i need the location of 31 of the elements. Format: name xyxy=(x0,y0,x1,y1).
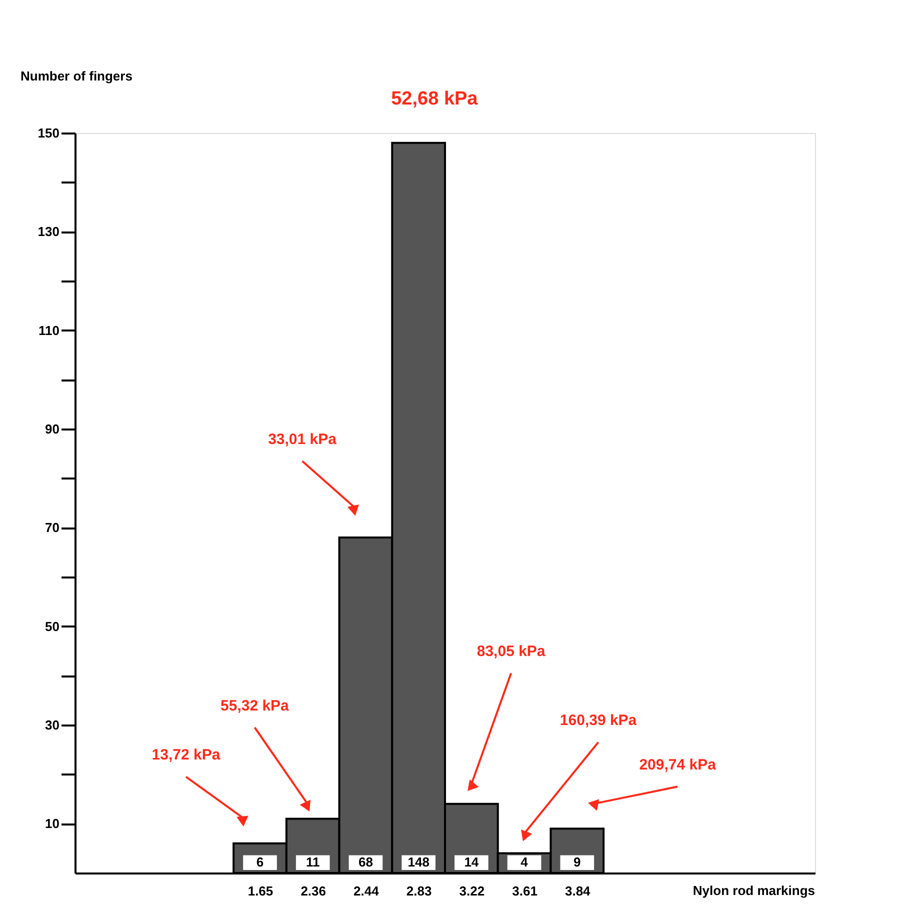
annotation: 209,74 kPa xyxy=(639,756,717,774)
x-tick-label: 2.83 xyxy=(406,884,432,898)
data-label: 4 xyxy=(520,854,529,870)
x-axis-title: Nylon rod markings xyxy=(692,883,815,898)
x-tick-label: 3.22 xyxy=(459,884,485,898)
annotation: 83,05 kPa xyxy=(476,643,546,660)
data-label: 68 xyxy=(358,854,373,870)
annotation: 33,01 kPa xyxy=(268,430,338,448)
data-label: 14 xyxy=(464,854,480,870)
x-tick-label: 3.61 xyxy=(512,884,538,898)
x-tick-label: 3.84 xyxy=(564,884,592,898)
annotation: 55,32 kPa xyxy=(220,697,290,714)
x-tick-label: 2.44 xyxy=(354,884,380,898)
data-label: 11 xyxy=(306,854,320,870)
text: 52,68 kPa xyxy=(391,88,478,110)
y-tick-label: 30 xyxy=(45,718,60,732)
y-tick-label: 130 xyxy=(38,224,60,240)
y-tick-label: 70 xyxy=(45,520,60,536)
annotation: 160,39 kPa xyxy=(560,712,638,730)
annotation: 13,72 kPa xyxy=(152,746,221,764)
data-label: 148 xyxy=(408,854,430,870)
y-tick-label: 10 xyxy=(45,816,60,832)
y-axis-title: Number of fingers xyxy=(20,68,132,84)
y-tick-label: 90 xyxy=(45,422,60,436)
y-tick-label: 150 xyxy=(38,126,60,140)
y-tick-label: 50 xyxy=(45,618,60,634)
data-label: 6 xyxy=(256,854,264,870)
x-tick-label: 1.65 xyxy=(248,884,274,898)
data-label: 9 xyxy=(574,854,581,870)
x-tick-label: 2.36 xyxy=(300,884,326,898)
y-tick-label: 110 xyxy=(38,322,60,338)
